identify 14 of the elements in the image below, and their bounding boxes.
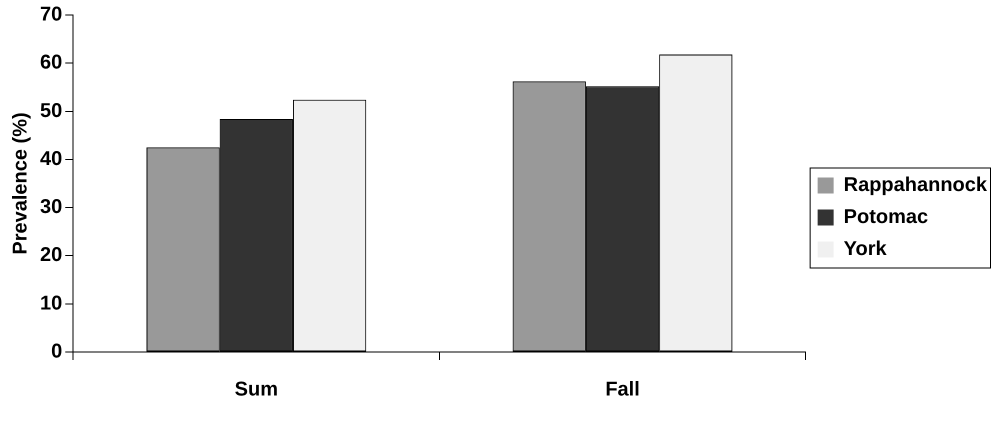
legend-label: Potomac xyxy=(844,206,928,228)
legend-label: Rappahannock xyxy=(844,174,988,196)
y-tick-label: 0 xyxy=(51,340,62,363)
x-tick-label: Fall xyxy=(605,378,640,401)
y-tick-label: 10 xyxy=(40,292,62,314)
y-tick-label: 60 xyxy=(40,52,62,74)
y-axis-title: Prevalence (%) xyxy=(10,112,32,255)
y-tick-label: 50 xyxy=(40,100,62,122)
y-tick-label: 70 xyxy=(40,4,62,26)
y-tick-label: 40 xyxy=(40,148,62,170)
y-tick-label: 30 xyxy=(40,196,62,218)
legend-label: York xyxy=(844,238,888,260)
y-tick-label: 20 xyxy=(40,244,62,266)
x-tick-label: Sum xyxy=(234,378,278,401)
